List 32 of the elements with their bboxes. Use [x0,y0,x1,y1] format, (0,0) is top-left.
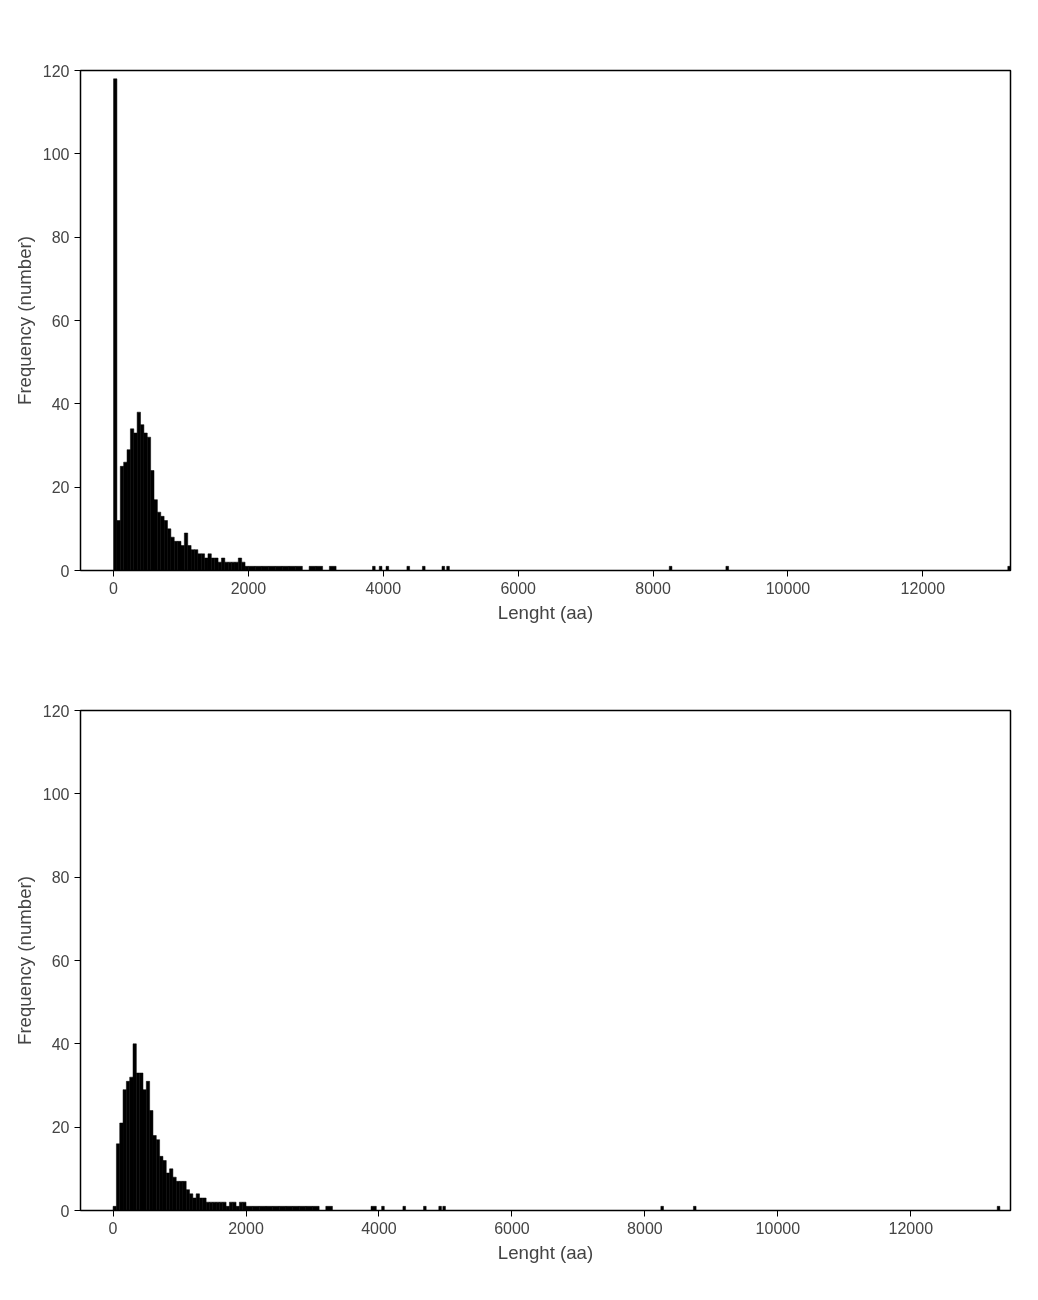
y-tick-label: 100 [42,785,70,803]
x-tick-label: 2000 [228,1219,264,1237]
x-tick-label: 12000 [888,1219,934,1237]
y-tick-label: 20 [51,479,70,497]
y-tick-label: 20 [51,1119,70,1137]
x-tick-label: 8000 [627,1219,663,1237]
y-tick-label: 0 [60,1202,70,1220]
y-axis-title: Frequency (number) [13,875,35,1045]
x-tick-label: 6000 [494,1219,530,1237]
x-tick-label: 10000 [755,1219,801,1237]
y-tick-label: 40 [51,1035,70,1053]
y-tick-label: 80 [51,869,70,887]
x-tick-label: 8000 [635,579,671,597]
x-tick-label: 12000 [900,579,946,597]
y-tick-label: 120 [42,62,70,80]
x-tick-label: 10000 [765,579,811,597]
y-axis-title: Frequency (number) [13,235,35,405]
x-axis-title: Lenght (aa) [497,601,594,623]
y-tick-label: 100 [42,145,70,163]
x-tick-label: 0 [108,1219,118,1237]
x-tick-label: 4000 [365,579,402,597]
x-axis-title: Lenght (aa) [497,1241,594,1263]
y-tick-label: 120 [42,702,70,720]
x-tick-label: 2000 [230,579,267,597]
x-tick-label: 4000 [361,1219,397,1237]
y-tick-label: 0 [60,562,70,580]
y-tick-label: 60 [51,312,70,330]
y-tick-label: 40 [51,395,70,413]
x-tick-label: 0 [109,579,119,597]
y-tick-label: 60 [51,952,70,970]
x-tick-label: 6000 [500,579,537,597]
y-tick-label: 80 [51,229,70,247]
